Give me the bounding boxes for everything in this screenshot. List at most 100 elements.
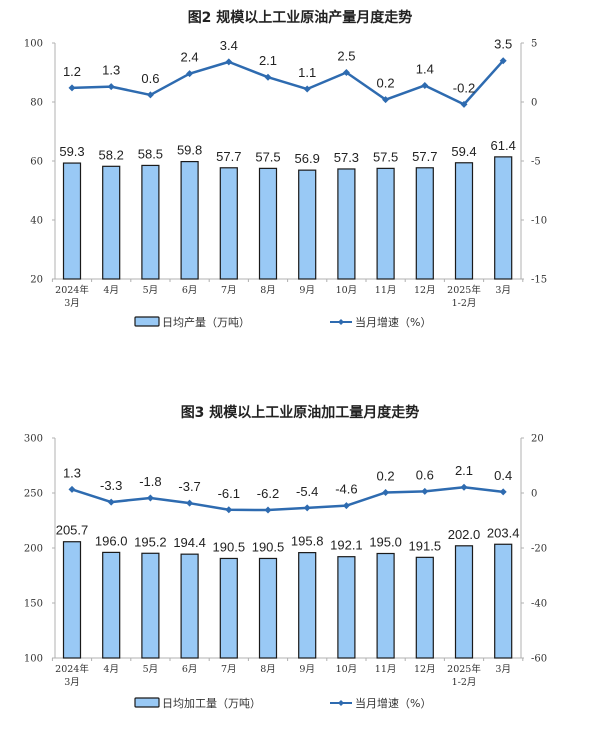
bar bbox=[494, 543, 513, 659]
line-value-label: 1.2 bbox=[63, 64, 81, 79]
bar bbox=[454, 162, 474, 280]
line-marker bbox=[107, 498, 115, 506]
x-axis-label: 8月 bbox=[260, 664, 276, 675]
bar bbox=[337, 168, 356, 280]
x-axis-label: 1-2月 bbox=[452, 298, 477, 309]
x-axis-label: 3月 bbox=[495, 664, 511, 675]
bar-value-label: 194.4 bbox=[173, 535, 206, 550]
legend-line-marker bbox=[338, 319, 344, 325]
line-marker bbox=[382, 488, 390, 496]
right-tick-label: 20 bbox=[531, 434, 544, 445]
bar bbox=[376, 552, 395, 659]
bar-value-label: 190.5 bbox=[213, 539, 246, 554]
line-value-label: -4.6 bbox=[335, 482, 357, 497]
line-value-label: -6.2 bbox=[257, 486, 279, 501]
right-tick-label: -10 bbox=[531, 216, 547, 227]
line-marker bbox=[264, 73, 272, 81]
left-tick-label: 40 bbox=[30, 216, 43, 227]
line-value-label: 1.3 bbox=[63, 465, 81, 480]
right-tick-label: -40 bbox=[531, 599, 547, 610]
line-value-label: -3.7 bbox=[178, 479, 200, 494]
line-marker bbox=[146, 91, 154, 99]
x-axis-label: 12月 bbox=[414, 664, 436, 675]
bar-value-label: 205.7 bbox=[56, 523, 89, 538]
bar bbox=[337, 556, 356, 659]
legend-line-label: 当月增速（%） bbox=[355, 696, 431, 710]
line-marker bbox=[107, 83, 115, 91]
bar bbox=[102, 165, 121, 280]
line-value-label: -1.8 bbox=[139, 474, 161, 489]
line-value-label: 3.4 bbox=[220, 38, 238, 53]
bar-value-label: 191.5 bbox=[409, 538, 442, 553]
line-value-label: 0.2 bbox=[377, 468, 395, 483]
bar bbox=[494, 156, 513, 280]
line-value-label: 1.4 bbox=[416, 61, 434, 76]
chart1-title: 图2 规模以上工业原油产量月度走势 bbox=[187, 10, 413, 26]
legend-bar-label: 日均产量（万吨） bbox=[162, 315, 250, 329]
line-marker bbox=[342, 502, 350, 510]
x-axis-label: 6月 bbox=[182, 285, 198, 296]
bar bbox=[62, 541, 82, 659]
chart2-title: 图3 规模以上工业原油加工量月度走势 bbox=[180, 405, 420, 421]
x-axis-label: 6月 bbox=[182, 664, 198, 675]
right-tick-label: 0 bbox=[531, 98, 537, 109]
line-value-label: 1.1 bbox=[298, 65, 316, 80]
bar-value-label: 56.9 bbox=[295, 151, 320, 166]
line-value-label: 2.4 bbox=[181, 50, 199, 65]
line-marker bbox=[68, 485, 76, 493]
line-value-label: 1.3 bbox=[102, 63, 120, 78]
bar bbox=[219, 167, 238, 280]
bar-value-label: 59.3 bbox=[59, 144, 84, 159]
bar-value-label: 203.4 bbox=[487, 525, 520, 540]
bar-value-label: 61.4 bbox=[491, 138, 516, 153]
x-axis-label: 9月 bbox=[299, 285, 315, 296]
bar-value-label: 57.7 bbox=[412, 149, 437, 164]
x-axis-label: 2025年 bbox=[447, 663, 481, 675]
left-tick-label: 250 bbox=[24, 489, 43, 500]
x-axis-label: 9月 bbox=[299, 664, 315, 675]
x-axis-label: 10月 bbox=[336, 285, 358, 296]
legend-line-label: 当月增速（%） bbox=[355, 315, 431, 329]
x-axis-label: 3月 bbox=[495, 285, 511, 296]
line-value-label: 2.5 bbox=[337, 49, 355, 64]
x-axis-label: 2025年 bbox=[447, 284, 481, 296]
line-value-label: 0.6 bbox=[416, 467, 434, 482]
bar bbox=[298, 552, 317, 659]
x-axis-label: 2024年 bbox=[55, 663, 89, 675]
x-axis-label: 3月 bbox=[64, 298, 80, 309]
bar bbox=[415, 556, 434, 659]
line-marker bbox=[186, 499, 194, 507]
right-tick-label: -5 bbox=[531, 157, 541, 168]
bar-value-label: 59.8 bbox=[177, 143, 202, 158]
bar bbox=[141, 552, 160, 659]
x-axis-label: 3月 bbox=[64, 677, 80, 688]
right-tick-label: -20 bbox=[531, 544, 547, 555]
line-value-label: -5.4 bbox=[296, 484, 318, 499]
x-axis-label: 5月 bbox=[143, 285, 159, 296]
x-axis-label: 4月 bbox=[103, 285, 119, 296]
right-tick-label: -15 bbox=[531, 275, 547, 286]
line-marker bbox=[225, 58, 233, 66]
right-tick-label: 0 bbox=[531, 489, 537, 500]
x-axis-label: 8月 bbox=[260, 285, 276, 296]
growth-line bbox=[71, 59, 505, 106]
bar-value-label: 57.7 bbox=[216, 149, 241, 164]
line-marker bbox=[186, 70, 194, 78]
line-marker bbox=[499, 488, 507, 496]
legend-bar-label: 日均加工量（万吨） bbox=[162, 697, 261, 710]
legend-line-marker bbox=[338, 700, 344, 706]
left-tick-label: 200 bbox=[24, 544, 43, 555]
bar bbox=[454, 545, 474, 659]
x-axis-label: 7月 bbox=[221, 285, 237, 296]
left-tick-label: 150 bbox=[24, 599, 43, 610]
bar bbox=[415, 167, 434, 280]
bar-value-label: 58.2 bbox=[99, 147, 124, 162]
left-tick-label: 300 bbox=[24, 434, 43, 445]
bar-value-label: 202.0 bbox=[448, 527, 481, 542]
line-value-label: 2.1 bbox=[259, 53, 277, 68]
x-axis-label: 11月 bbox=[375, 285, 397, 296]
line-marker bbox=[264, 506, 272, 514]
left-tick-label: 80 bbox=[30, 98, 43, 109]
line-value-label: 3.5 bbox=[494, 37, 512, 52]
